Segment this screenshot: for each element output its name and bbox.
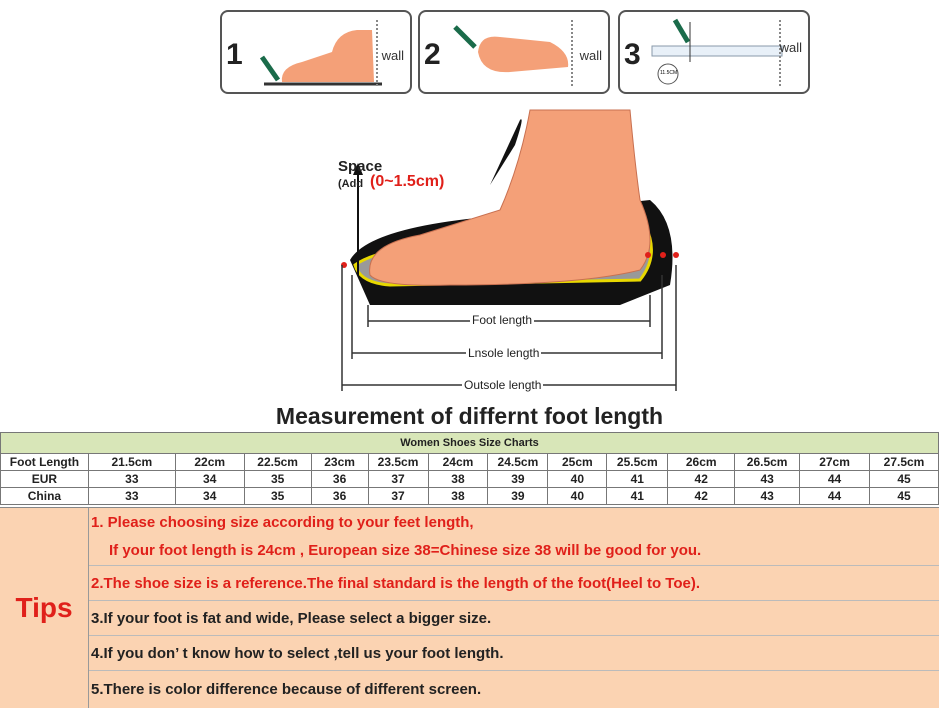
table-cell: 41 xyxy=(606,487,669,505)
table-cell: 45 xyxy=(869,470,939,488)
table-cell: 44 xyxy=(799,487,870,505)
tip-item: 3.If your foot is fat and wide, Please s… xyxy=(89,601,939,636)
table-caption: Women Shoes Size Charts xyxy=(0,432,939,454)
table-cell: 40 xyxy=(547,470,608,488)
table-cell: 26.5cm xyxy=(734,453,801,471)
tip-item: If your foot length is 24cm , European s… xyxy=(89,536,939,566)
table-cell: 42 xyxy=(667,470,736,488)
table-cell: 40 xyxy=(547,487,608,505)
table-row: China 33 34 35 36 37 38 39 40 41 42 43 44 45 xyxy=(0,487,939,505)
tip-item: 5.There is color difference because of d… xyxy=(91,681,482,698)
table-cell: 38 xyxy=(427,470,489,488)
ruler-measure-icon xyxy=(651,18,783,86)
table-cell: 35 xyxy=(243,470,312,488)
table-cell: 35 xyxy=(243,487,312,505)
table-cell: 23.5cm xyxy=(367,453,429,471)
tips-label: Tips xyxy=(0,508,89,708)
table-cell: 25cm xyxy=(547,453,608,471)
foot-side-measure-icon xyxy=(259,20,382,86)
tip-item: 2.The shoe size is a reference.The final… xyxy=(89,566,939,601)
tip-item: 1. Please choosing size according to you… xyxy=(91,513,474,531)
tips-section: Tips 1. Please choosing size according t… xyxy=(0,507,939,708)
row-label: EUR xyxy=(0,470,89,488)
table-cell: 27.5cm xyxy=(869,453,939,471)
table-cell: 39 xyxy=(487,487,549,505)
table-cell: 42 xyxy=(667,487,736,505)
table-cell: 43 xyxy=(734,470,801,488)
table-cell: 45 xyxy=(869,487,939,505)
table-cell: 34 xyxy=(174,470,245,488)
foot-top-measure-icon xyxy=(453,20,573,86)
table-cell: 36 xyxy=(310,470,369,488)
table-row: EUR 33 34 35 36 37 38 39 40 41 42 43 44 45 xyxy=(0,470,939,488)
table-cell: 25.5cm xyxy=(606,453,669,471)
table-cell: 33 xyxy=(87,470,176,488)
table-cell: 37 xyxy=(367,470,429,488)
foot-in-shoe-illustration xyxy=(341,109,679,391)
table-cell: 43 xyxy=(734,487,801,505)
row-label: Foot Length xyxy=(0,453,89,471)
table-cell: 22.5cm xyxy=(243,453,312,471)
page-title: Measurement of differnt foot length xyxy=(275,403,664,429)
row-label: China xyxy=(0,487,89,505)
table-cell: 24cm xyxy=(427,453,489,471)
step-3-panel: 3 11.5CM wall xyxy=(618,10,810,94)
table-cell: 27cm xyxy=(799,453,870,471)
table-cell: 22cm xyxy=(174,453,245,471)
table-cell: 39 xyxy=(487,470,549,488)
table-cell: 37 xyxy=(367,487,429,505)
table-cell: 23cm xyxy=(310,453,369,471)
table-cell: 34 xyxy=(174,487,245,505)
step-2-panel: 2 wall xyxy=(418,10,610,94)
step-1-panel: 1 wall xyxy=(220,10,412,94)
table-row: Foot Length 21.5cm 22cm 22.5cm 23cm 23.5cm 24c… xyxy=(0,453,939,471)
size-chart-table: Women Shoes Size Charts Foot Length 21.5c… xyxy=(0,432,939,505)
table-cell: 44 xyxy=(799,470,870,488)
table-cell: 33 xyxy=(87,487,176,505)
table-cell: 38 xyxy=(427,487,489,505)
tip-item: 4.If you don’ t know how to select ,tell… xyxy=(89,636,939,671)
table-cell: 21.5cm xyxy=(87,453,176,471)
table-cell: 24.5cm xyxy=(487,453,549,471)
table-cell: 41 xyxy=(606,470,669,488)
table-cell: 26cm xyxy=(667,453,736,471)
table-cell: 36 xyxy=(310,487,369,505)
